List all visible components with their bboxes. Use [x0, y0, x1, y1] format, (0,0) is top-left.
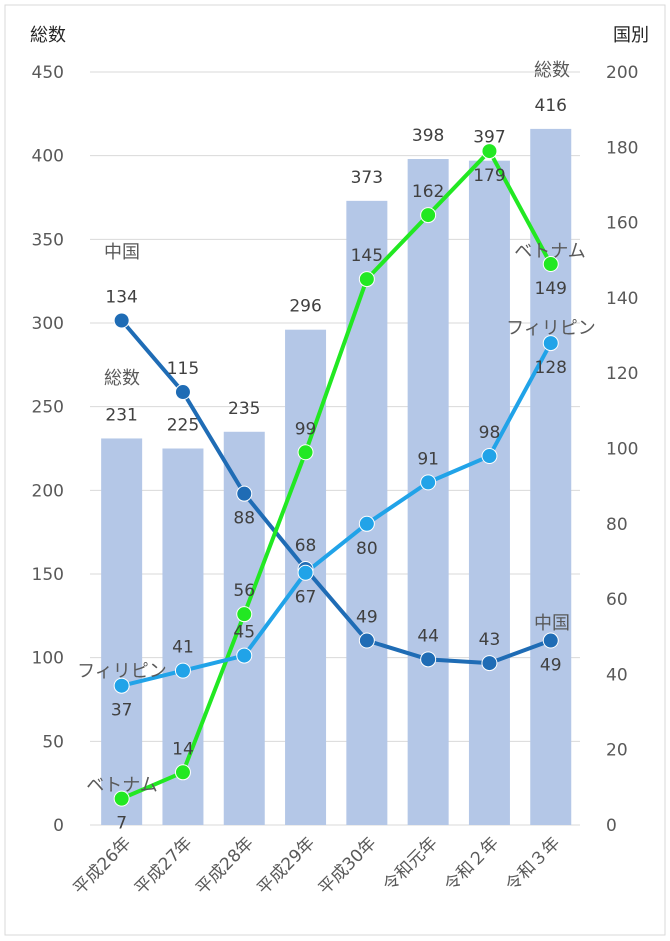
- data-point: [113, 312, 130, 329]
- right-tick-label: 40: [606, 665, 628, 685]
- bar-value-label: 296: [289, 297, 321, 317]
- bar: [162, 448, 204, 825]
- line-series: [119, 149, 553, 801]
- line-value-label: 56: [233, 581, 255, 601]
- left-tick-label: 0: [53, 816, 64, 836]
- right-axis-title: 国別: [613, 25, 649, 46]
- line-value-label: 179: [473, 166, 505, 186]
- data-point: [542, 256, 559, 273]
- bar-value-label: 373: [351, 168, 383, 188]
- series-name-annotation: 中国: [104, 242, 140, 263]
- series-name-annotation: フィリピン: [506, 318, 596, 339]
- bar-value-label: 398: [412, 126, 444, 146]
- left-tick-label: 300: [32, 314, 64, 334]
- line-value-label: 44: [417, 626, 439, 646]
- data-point: [113, 677, 130, 694]
- data-point: [113, 790, 130, 807]
- line-value-label: 7: [116, 814, 127, 834]
- line-points: [113, 143, 559, 807]
- line-value-label: 115: [167, 359, 199, 379]
- line-value-label: 91: [417, 449, 439, 469]
- line-value-label: 41: [172, 638, 194, 658]
- data-point: [174, 662, 191, 679]
- data-point: [542, 335, 559, 352]
- series-name-annotation: ベトナム: [86, 775, 157, 796]
- left-axis-title: 総数: [30, 25, 66, 46]
- data-point: [481, 655, 498, 672]
- series-name-annotation: 総数: [534, 60, 570, 81]
- right-tick-label: 160: [606, 214, 638, 234]
- data-point: [174, 764, 191, 781]
- bar-value-label: 225: [167, 416, 199, 436]
- data-point: [236, 647, 253, 664]
- line-value-label: 162: [412, 182, 444, 202]
- series-line: [119, 149, 553, 801]
- series-line: [119, 318, 553, 666]
- bar-value-label: 397: [473, 128, 505, 148]
- bar-value-label: 416: [535, 96, 567, 116]
- data-point: [358, 271, 375, 288]
- series-name-annotation: フィリピン: [77, 661, 167, 682]
- data-point: [297, 564, 314, 581]
- data-point: [481, 448, 498, 465]
- line-value-label: 99: [295, 419, 317, 439]
- data-point: [236, 606, 253, 623]
- data-labels: 231 225 235 296 373 398 397 416 134 115 88 68 49 44 43…: [105, 96, 567, 834]
- line-value-label: 37: [111, 701, 133, 721]
- right-tick-label: 80: [606, 515, 628, 535]
- series-name-annotation: 総数: [104, 368, 140, 389]
- right-tick-label: 120: [606, 364, 638, 384]
- left-tick-label: 350: [32, 230, 64, 250]
- bar: [530, 128, 572, 826]
- line-value-label: 67: [295, 588, 317, 608]
- left-tick-label: 250: [32, 398, 64, 418]
- line-value-label: 149: [535, 279, 567, 299]
- right-tick-label: 60: [606, 590, 628, 610]
- left-tick-label: 50: [42, 732, 64, 752]
- data-point: [542, 632, 559, 649]
- left-tick-label: 150: [32, 565, 64, 585]
- data-point: [297, 444, 314, 461]
- data-point: [358, 515, 375, 532]
- right-tick-label: 100: [606, 440, 638, 460]
- line-value-label: 134: [105, 287, 137, 307]
- bar-value-label: 235: [228, 399, 260, 419]
- line-value-label: 80: [356, 539, 378, 559]
- line-value-label: 49: [356, 608, 378, 628]
- left-tick-label: 100: [32, 649, 64, 669]
- line-value-label: 98: [479, 423, 501, 443]
- data-point: [481, 143, 498, 160]
- bar: [101, 438, 143, 825]
- left-tick-label: 200: [32, 481, 64, 501]
- series-name-annotation: ベトナム: [514, 241, 585, 262]
- line-value-label: 145: [351, 246, 383, 266]
- data-point: [174, 384, 191, 401]
- line-value-label: 128: [535, 358, 567, 378]
- right-tick-label: 0: [606, 816, 617, 836]
- data-point: [236, 485, 253, 502]
- data-point: [420, 651, 437, 668]
- data-point: [358, 632, 375, 649]
- right-tick-label: 200: [606, 63, 638, 83]
- line-value-label: 14: [172, 739, 194, 759]
- bar-value-label: 231: [105, 405, 137, 425]
- line-value-label: 88: [233, 509, 255, 529]
- data-point: [420, 207, 437, 224]
- bar: [468, 160, 510, 826]
- line-value-label: 45: [233, 623, 255, 643]
- right-tick-label: 180: [606, 138, 638, 158]
- line-value-label: 49: [540, 656, 562, 676]
- data-point: [420, 474, 437, 491]
- left-tick-label: 400: [32, 147, 64, 167]
- series-line: [119, 341, 553, 688]
- line-value-label: 68: [295, 536, 317, 556]
- left-tick-label: 450: [32, 63, 64, 83]
- series-name-annotation: 中国: [534, 613, 570, 634]
- line-value-label: 43: [479, 630, 501, 650]
- right-tick-label: 20: [606, 741, 628, 761]
- right-tick-label: 140: [606, 289, 638, 309]
